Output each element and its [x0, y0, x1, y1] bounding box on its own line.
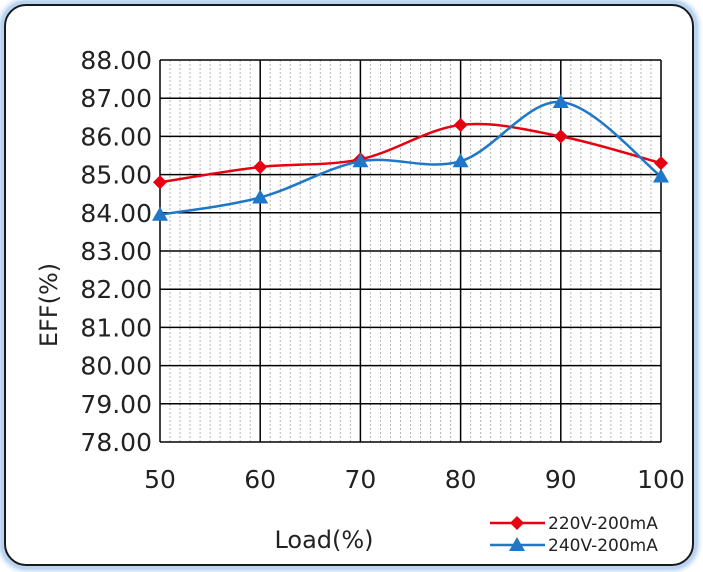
- x-tick-label: 100: [637, 465, 685, 494]
- series-line: [159, 100, 662, 216]
- data-point: [253, 159, 268, 174]
- y-tick-label: 78.00: [80, 428, 152, 457]
- series-line: [159, 122, 662, 184]
- y-tick-label: 86.00: [80, 122, 152, 151]
- data-point: [453, 117, 468, 132]
- y-tick-label: 82.00: [80, 275, 152, 304]
- x-tick-label: 90: [545, 465, 577, 494]
- y-tick-label: 83.00: [80, 237, 152, 266]
- data-point: [153, 175, 167, 190]
- series-2: [152, 94, 669, 221]
- data-point: [452, 153, 469, 168]
- legend-label: 220V-200mA: [548, 514, 658, 534]
- data-point: [654, 156, 668, 171]
- data-point: [552, 94, 569, 109]
- major-grid: [159, 59, 662, 443]
- data-point: [352, 153, 369, 168]
- y-tick-label: 85.00: [80, 161, 152, 190]
- x-tick-label: 60: [244, 465, 276, 494]
- x-tick-label: 80: [445, 465, 477, 494]
- data-point: [653, 168, 669, 183]
- data-point: [152, 206, 168, 221]
- x-tick-label: 50: [144, 465, 176, 494]
- data-point: [553, 129, 568, 144]
- y-tick-label: 80.00: [80, 352, 152, 381]
- y-tick-label: 88.00: [80, 46, 152, 75]
- y-tick-labels: 78.00 79.00 80.00 81.00 82.00 83.00 84.00 85.00…: [80, 46, 152, 457]
- legend-marker: [509, 537, 525, 551]
- y-tick-label: 84.00: [80, 199, 152, 228]
- legend-label: 240V-200mA: [548, 536, 658, 556]
- series-group: [152, 94, 669, 221]
- y-tick-label: 79.00: [80, 390, 152, 419]
- y-axis-label: EFF(%): [35, 263, 63, 347]
- x-tick-label: 70: [344, 465, 376, 494]
- legend-marker: [510, 516, 524, 530]
- y-tick-label: 81.00: [80, 313, 152, 342]
- series-1: [153, 117, 668, 190]
- data-point: [252, 189, 269, 204]
- x-tick-labels: 50 60 70 80 90 100: [144, 465, 685, 494]
- x-axis-label: Load(%): [274, 526, 373, 554]
- y-tick-label: 87.00: [80, 84, 152, 113]
